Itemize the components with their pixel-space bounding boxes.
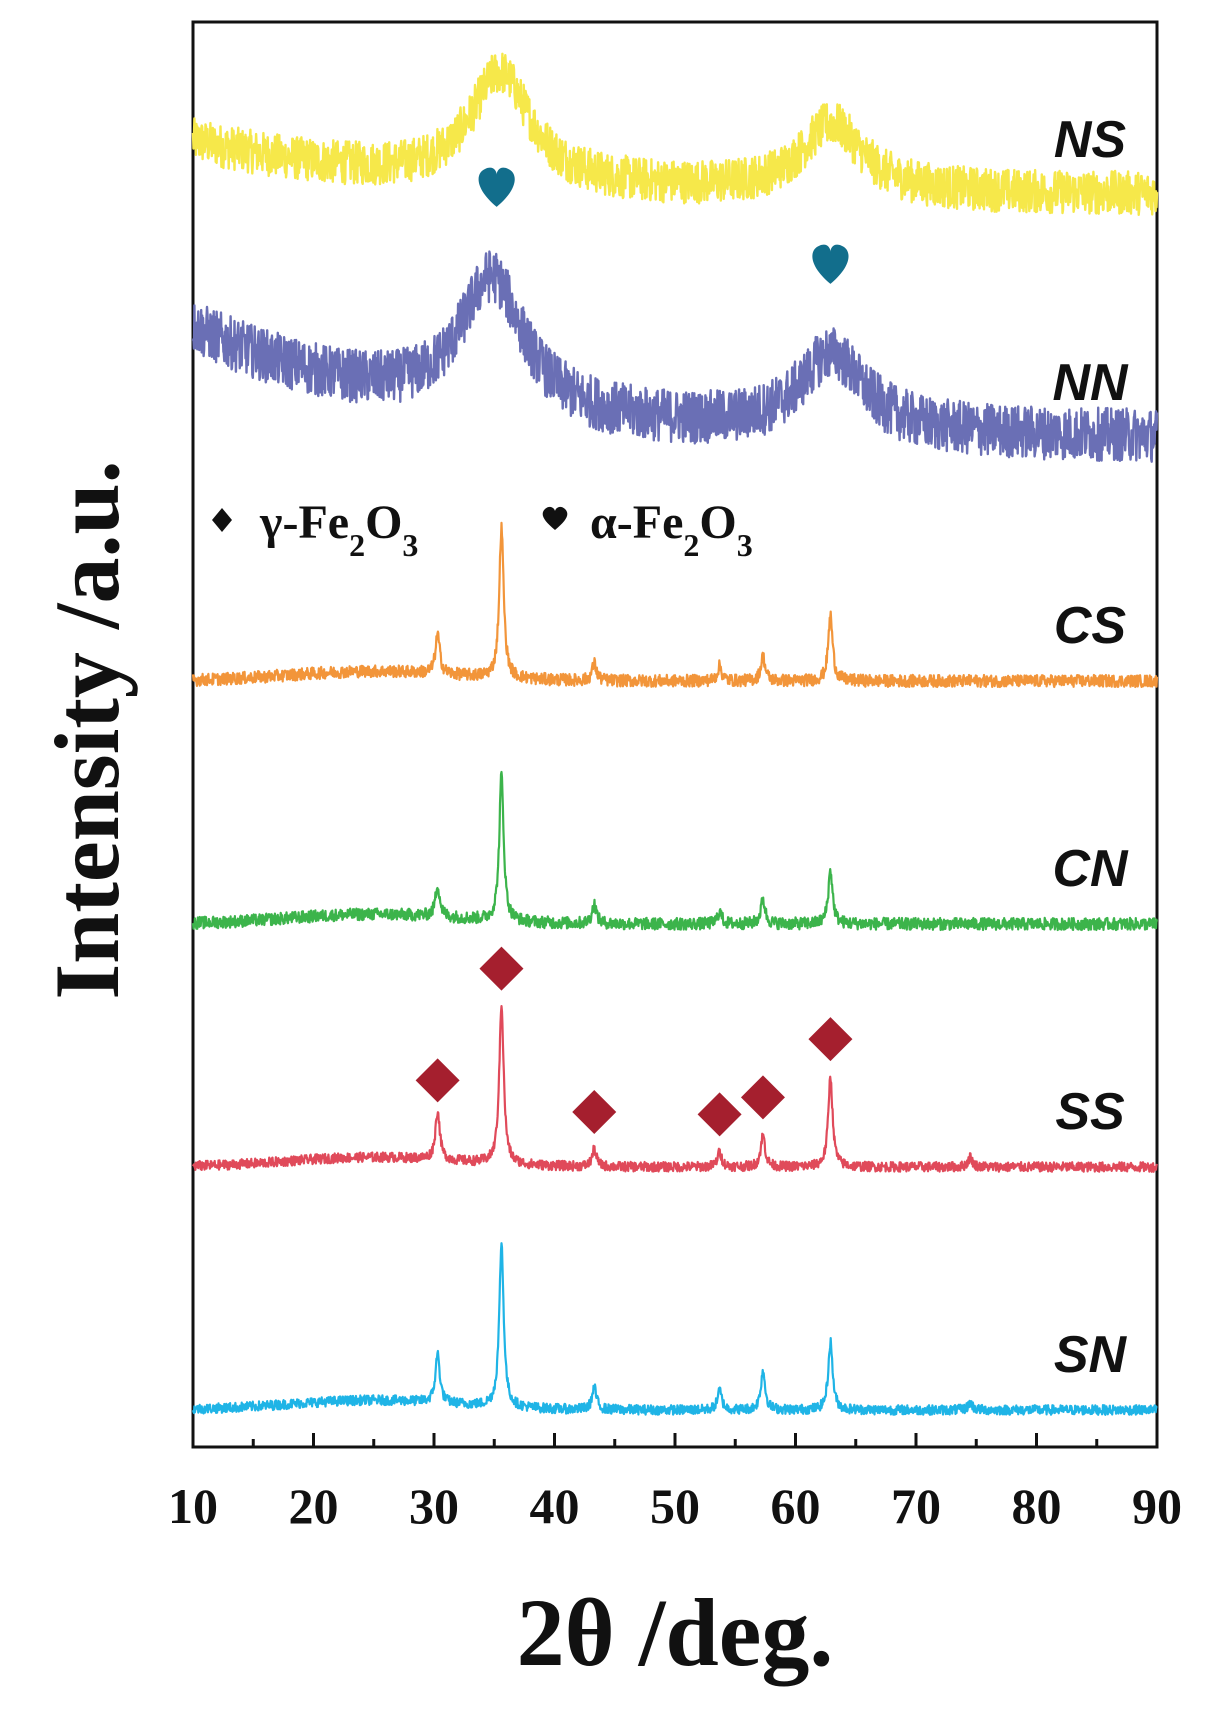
x-tick-label-50: 50	[650, 1478, 700, 1534]
series-label-nn: NN	[1052, 354, 1129, 412]
legend-alpha-label: α-Fe2O3	[590, 496, 753, 563]
legend-heart-icon	[542, 506, 568, 530]
x-tick-label-10: 10	[168, 1478, 218, 1534]
series-ss-line	[191, 1005, 1159, 1173]
series-nn-line	[191, 250, 1159, 463]
x-tick-label-70: 70	[891, 1478, 941, 1534]
legend-diamond-icon	[212, 508, 232, 532]
legend-gamma-label: γ-Fe2O3	[259, 496, 418, 563]
gamma-marker-diamond-icon-6	[808, 1017, 853, 1062]
y-axis-title: Intensity /a.u.	[36, 460, 138, 999]
x-tick-label-20: 20	[289, 1478, 339, 1534]
series-cs-line	[191, 521, 1159, 689]
legend: γ-Fe2O3 α-Fe2O3	[212, 496, 753, 563]
plot-frame	[191, 20, 1159, 1449]
x-tick-label-90: 90	[1132, 1478, 1182, 1534]
gamma-marker-diamond-icon-1	[415, 1058, 460, 1103]
series-cn-line	[191, 770, 1159, 932]
gamma-marker-diamond-icon-5	[740, 1075, 785, 1120]
alpha-marker-heart-icon-2	[812, 244, 849, 284]
series-label-cn: CN	[1052, 840, 1129, 898]
x-tick-label-60: 60	[771, 1478, 821, 1534]
series-labels: NS NN CS CN SS SN	[1052, 111, 1129, 1384]
series-label-sn: SN	[1054, 1326, 1128, 1384]
x-axis-tick-labels: 10 20 30 40 50 60 70 80 90	[168, 1478, 1182, 1534]
x-tick-label-80: 80	[1012, 1478, 1062, 1534]
series-layer	[191, 52, 1159, 1416]
x-axis-title: 2θ /deg.	[517, 1579, 834, 1686]
gamma-marker-diamond-icon-3	[572, 1089, 617, 1134]
gamma-marker-diamond-icon-4	[697, 1092, 742, 1137]
series-label-cs: CS	[1054, 597, 1127, 655]
series-sn-line	[191, 1242, 1158, 1416]
series-ns-line	[191, 52, 1159, 216]
peak-markers	[415, 167, 853, 1137]
series-label-ns: NS	[1054, 111, 1127, 169]
x-tick-label-40: 40	[530, 1478, 580, 1534]
alpha-marker-heart-icon-1	[478, 167, 515, 207]
gamma-marker-diamond-icon-2	[479, 946, 524, 991]
x-tick-label-30: 30	[409, 1478, 459, 1534]
x-axis-ticks	[191, 1433, 1159, 1447]
series-label-ss: SS	[1055, 1083, 1125, 1141]
